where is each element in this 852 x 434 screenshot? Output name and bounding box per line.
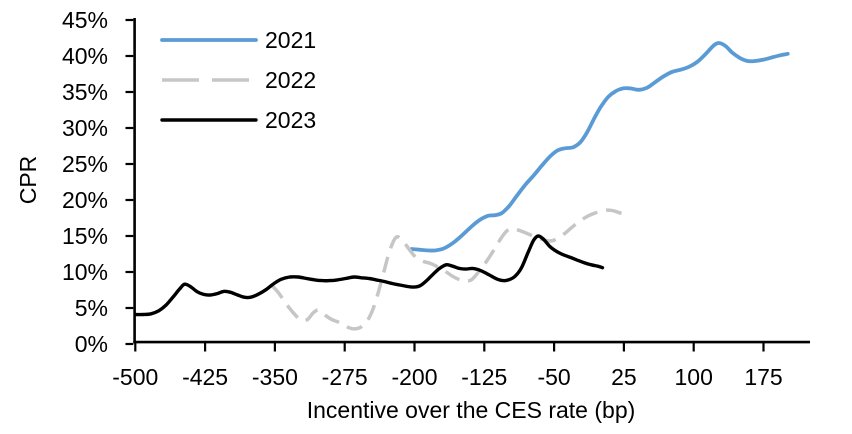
x-tick-label--275: -275 [322, 364, 368, 390]
x-tick-label-175: 175 [744, 364, 782, 390]
y-tick-label-25: 25% [62, 151, 108, 177]
y-tick-label-0: 0% [75, 331, 108, 357]
series-2022-line [270, 208, 628, 331]
x-tick-label--425: -425 [182, 364, 228, 390]
y-tick-label-45: 45% [62, 7, 108, 33]
x-axis-title: Incentive over the CES rate (bp) [307, 397, 636, 423]
legend-item-2023: 2023 [160, 107, 316, 133]
series-2023-line [133, 234, 605, 317]
legend-item-2021: 2021 [160, 27, 316, 53]
x-tick-label--350: -350 [252, 364, 298, 390]
series-2021-line [409, 41, 790, 253]
legend-label-2023: 2023 [265, 107, 316, 133]
y-tick-label-35: 35% [62, 79, 108, 105]
x-tick-label--500: -500 [112, 364, 158, 390]
y-tick-label-15: 15% [62, 223, 108, 249]
x-tick-label--200: -200 [391, 364, 437, 390]
y-axis-ticks: 0% 5% 10% 15% 20% 25% 30% 35% 40% 45% [62, 7, 134, 357]
x-tick-label-100: 100 [675, 364, 713, 390]
y-axis-title: CPR [15, 156, 41, 205]
legend-label-2022: 2022 [265, 67, 316, 93]
legend: 2021 2022 2023 [160, 27, 316, 133]
series-lines [133, 41, 790, 331]
x-tick-label--125: -125 [461, 364, 507, 390]
legend-label-2021: 2021 [265, 27, 316, 53]
legend-item-2022: 2022 [162, 67, 316, 93]
y-tick-label-5: 5% [75, 295, 108, 321]
y-tick-label-40: 40% [62, 43, 108, 69]
y-tick-label-30: 30% [62, 115, 108, 141]
y-tick-label-10: 10% [62, 259, 108, 285]
y-tick-label-20: 20% [62, 187, 108, 213]
x-tick-label-25: 25 [611, 364, 637, 390]
x-axis-ticks: -500 -425 -350 -275 -200 -125 -50 25 100 175 [112, 342, 783, 390]
x-tick-label--50: -50 [537, 364, 570, 390]
axes [133, 18, 810, 344]
